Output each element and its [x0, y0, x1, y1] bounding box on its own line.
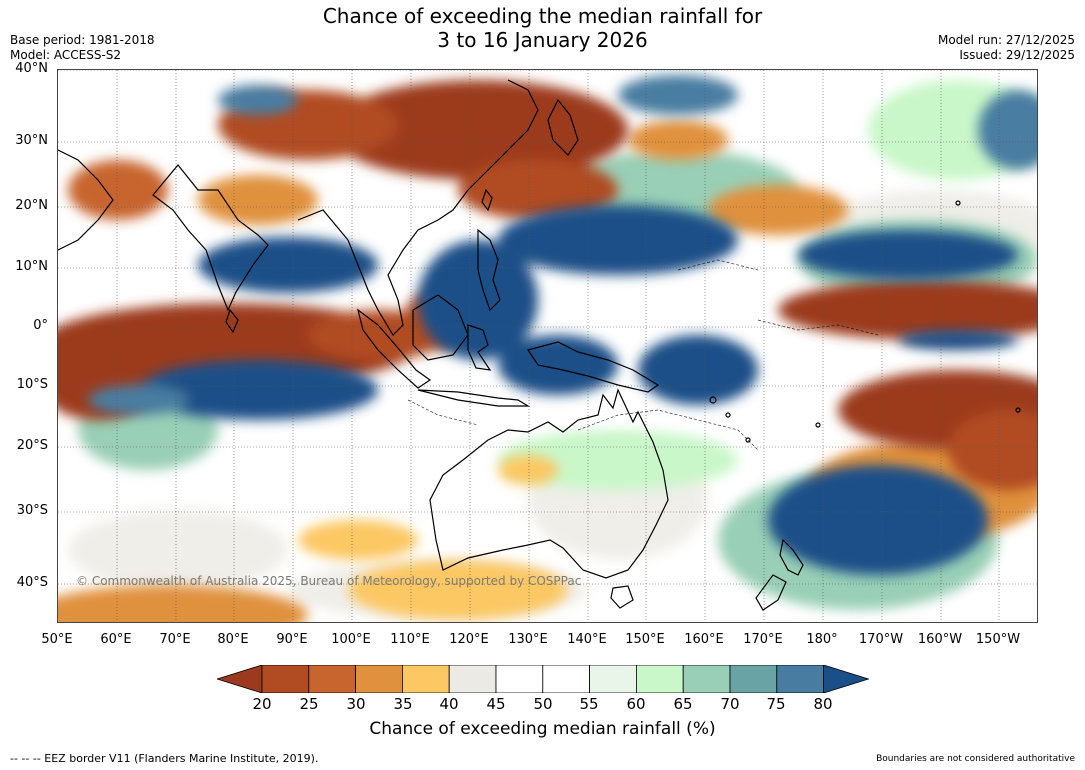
legend-tick: 65 — [673, 695, 693, 713]
lon-label: 160°E — [684, 632, 724, 647]
lon-label: 140°E — [567, 632, 607, 647]
legend-tick: 45 — [486, 695, 506, 713]
lon-label: 90°E — [276, 632, 308, 647]
new-zealand-coast — [755, 538, 804, 611]
graticule — [58, 70, 1037, 622]
lon-label: 150°E — [625, 632, 665, 647]
lon-label: 160°W — [917, 632, 963, 647]
philippines-coast — [477, 228, 501, 312]
india-coast — [152, 164, 269, 312]
lat-label: 20°N — [15, 198, 48, 213]
legend-cell — [542, 665, 590, 693]
eez-footnote: -- -- -- EEZ border V11 (Flanders Marine… — [10, 752, 319, 765]
legend-tick: 40 — [439, 695, 459, 713]
meta-left: Base period: 1981-2018 Model: ACCESS-S2 — [10, 33, 155, 63]
lon-label: 150°W — [975, 632, 1021, 647]
legend-cell — [261, 665, 310, 693]
legend-cell — [495, 665, 544, 693]
legend-title: Chance of exceeding median rainfall (%) — [369, 719, 716, 739]
title-line-2: 3 to 16 January 2026 — [437, 28, 648, 52]
model-name: Model: ACCESS-S2 — [10, 48, 122, 62]
legend-tick: 35 — [393, 695, 413, 713]
legend-cell — [682, 665, 731, 693]
sri-lanka-coast — [225, 308, 239, 334]
legend-cell — [729, 665, 778, 693]
legend-tick: 20 — [252, 695, 272, 713]
legend-colorbar — [217, 665, 869, 693]
lon-label: 120°E — [449, 632, 489, 647]
lon-label: 110°E — [390, 632, 430, 647]
japan-coast — [547, 98, 579, 156]
copyright-notice: © Commonwealth of Australia 2025, Bureau… — [76, 574, 582, 588]
lat-label: 40°N — [15, 61, 48, 76]
lon-label: 170°E — [743, 632, 783, 647]
lon-label: 130°E — [508, 632, 548, 647]
lon-label: 50°E — [41, 632, 73, 647]
legend-cell — [448, 665, 497, 693]
indochina-coast — [297, 79, 539, 336]
tasmania-coast — [610, 585, 634, 609]
legend-cell — [635, 665, 684, 693]
rainfall-fields — [58, 75, 1037, 622]
legend-cell — [776, 665, 824, 693]
lon-label: 180° — [806, 632, 838, 647]
lon-label: 80°E — [217, 632, 249, 647]
issued-date: Issued: 29/12/2025 — [959, 48, 1075, 62]
legend-tick: 60 — [626, 695, 646, 713]
lon-label: 100°E — [331, 632, 371, 647]
legend-tick: 75 — [766, 695, 786, 713]
arabia-coast — [58, 149, 114, 251]
base-period: Base period: 1981-2018 — [10, 33, 155, 47]
legend-tick: 55 — [579, 695, 599, 713]
legend-cell — [355, 665, 403, 693]
model-run: Model run: 27/12/2025 — [937, 33, 1075, 47]
sulawesi-coast — [467, 324, 492, 371]
lon-label: 70°E — [159, 632, 191, 647]
lat-label: 40°S — [16, 575, 48, 590]
coastlines — [58, 79, 1021, 611]
legend-tick: 70 — [720, 695, 740, 713]
legend-cell — [308, 665, 357, 693]
australia-coast — [429, 388, 669, 579]
legend-tick: 80 — [813, 695, 833, 713]
java-coast — [417, 389, 531, 407]
new-guinea-coast — [527, 341, 660, 393]
meta-right: Model run: 27/12/2025 Issued: 29/12/2025 — [938, 33, 1075, 63]
eez-borders — [407, 259, 879, 451]
lat-label: 30°S — [16, 503, 48, 518]
lat-label: 10°S — [16, 377, 48, 392]
legend-tick: 30 — [346, 695, 366, 713]
legend-cell — [589, 665, 637, 693]
legend-cell — [401, 665, 450, 693]
legend-tick: 50 — [533, 695, 553, 713]
map-title: Chance of exceeding the median rainfall … — [0, 4, 1085, 52]
legend-tick: 25 — [299, 695, 319, 713]
lat-label: 10°N — [15, 259, 48, 274]
lat-label: 20°S — [16, 438, 48, 453]
lat-label: 30°N — [15, 133, 48, 148]
boundaries-disclaimer: Boundaries are not considered authoritat… — [876, 754, 1075, 764]
title-line-1: Chance of exceeding the median rainfall … — [322, 4, 763, 28]
borneo-coast — [412, 294, 469, 361]
sumatra-coast — [357, 308, 432, 389]
legend-arrow-high — [823, 665, 869, 693]
lon-label: 170°W — [858, 632, 904, 647]
lat-label: 0° — [33, 318, 48, 333]
rainfall-map — [57, 69, 1038, 623]
lon-label: 60°E — [100, 632, 132, 647]
taiwan-coast — [481, 188, 493, 212]
legend-arrow-low — [217, 665, 263, 693]
map-canvas — [58, 70, 1037, 622]
